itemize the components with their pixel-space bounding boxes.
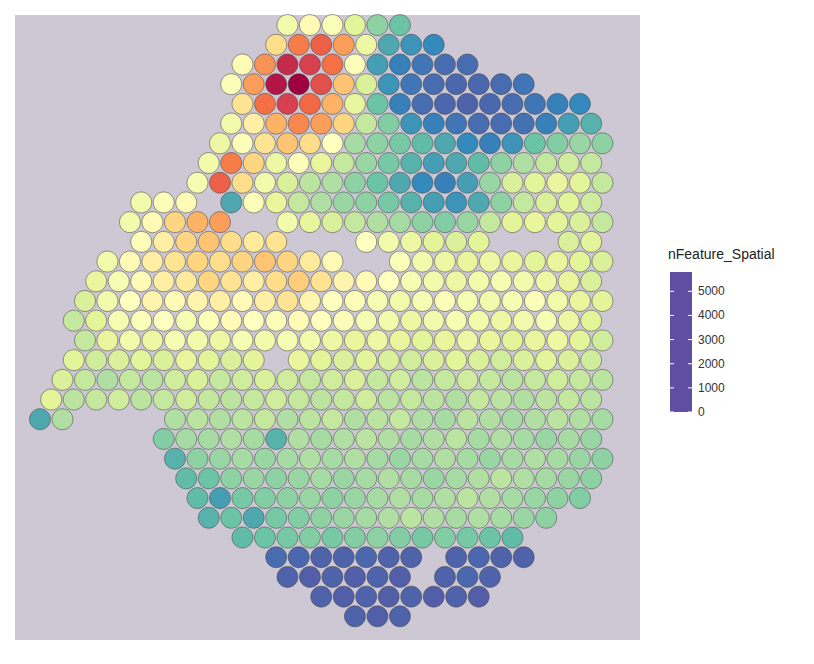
svg-text:5000: 5000 <box>698 284 725 298</box>
svg-text:nFeature_Spatial: nFeature_Spatial <box>668 246 775 262</box>
svg-text:2000: 2000 <box>698 357 725 371</box>
svg-text:3000: 3000 <box>698 333 725 347</box>
svg-text:4000: 4000 <box>698 308 725 322</box>
svg-text:0: 0 <box>698 405 705 419</box>
svg-text:1000: 1000 <box>698 381 725 395</box>
